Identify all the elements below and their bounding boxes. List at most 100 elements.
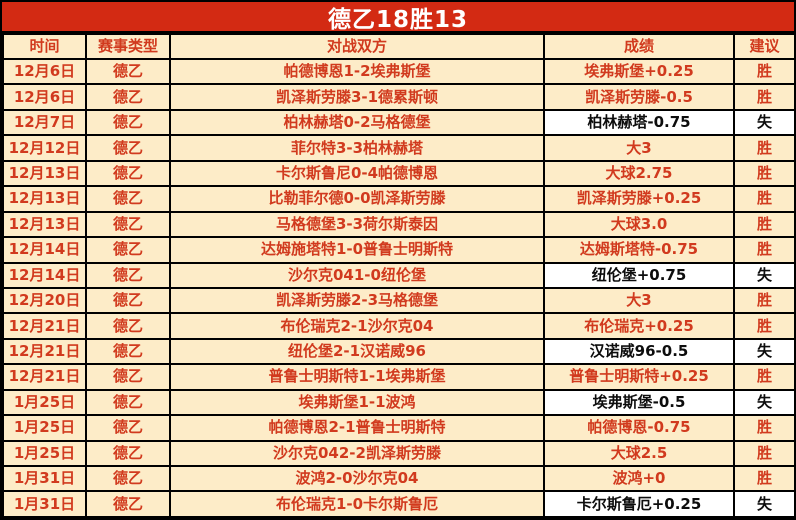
cell-match: 比勒菲尔德0-0凯泽斯劳滕 [169,185,545,213]
cell-match: 埃弗斯堡1-1波鸿 [169,388,545,417]
cell-match: 凯泽斯劳滕3-1德累斯顿 [169,83,545,111]
cell-date: 12月12日 [2,134,87,162]
cell-league: 德乙 [85,159,171,188]
column-header-match: 对战双方 [169,33,545,60]
cell-verdict: 胜 [733,57,796,86]
table-row: 12月14日 德乙 达姆施塔特1-0普鲁士明斯特 达姆斯塔特-0.75 胜 [2,236,796,264]
cell-league: 德乙 [85,236,171,264]
cell-match: 帕德博恩1-2埃弗斯堡 [169,57,545,86]
cell-date: 1月31日 [2,490,87,518]
table-row: 12月21日 德乙 布伦瑞克2-1沙尔克04 布伦瑞克+0.25 胜 [2,312,796,340]
table-row: 12月20日 德乙 凯泽斯劳滕2-3马格德堡 大3 胜 [2,286,796,315]
cell-date: 12月21日 [2,337,87,366]
cell-result: 普鲁士明斯特+0.25 [543,363,735,391]
cell-verdict: 失 [733,388,796,417]
table-row: 12月13日 德乙 比勒菲尔德0-0凯泽斯劳滕 凯泽斯劳滕+0.25 胜 [2,185,796,213]
table-row: 1月31日 德乙 布伦瑞克1-0卡尔斯鲁厄 卡尔斯鲁厄+0.25 失 [2,490,796,518]
cell-league: 德乙 [85,108,171,137]
table-row: 12月21日 德乙 普鲁士明斯特1-1埃弗斯堡 普鲁士明斯特+0.25 胜 [2,363,796,391]
cell-league: 德乙 [85,312,171,340]
cell-verdict: 失 [733,490,796,518]
cell-verdict: 胜 [733,312,796,340]
cell-result: 波鸿+0 [543,464,735,493]
cell-verdict: 失 [733,261,796,289]
cell-verdict: 失 [733,108,796,137]
table-row: 12月6日 德乙 帕德博恩1-2埃弗斯堡 埃弗斯堡+0.25 胜 [2,57,796,86]
cell-date: 12月6日 [2,57,87,86]
cell-league: 德乙 [85,134,171,162]
cell-match: 帕德博恩2-1普鲁士明斯特 [169,414,545,442]
table-row: 1月25日 德乙 沙尔克042-2凯泽斯劳滕 大球2.5 胜 [2,439,796,468]
header-row: 时间 赛事类型 对战双方 成绩 建议 [2,33,796,60]
cell-date: 1月25日 [2,439,87,468]
cell-verdict: 胜 [733,134,796,162]
cell-date: 12月20日 [2,286,87,315]
column-header-time: 时间 [2,33,87,60]
cell-date: 12月14日 [2,261,87,289]
table-row: 12月13日 德乙 马格德堡3-3荷尔斯泰因 大球3.0 胜 [2,210,796,239]
cell-date: 12月14日 [2,236,87,264]
cell-result: 帕德博恩-0.75 [543,414,735,442]
cell-match: 马格德堡3-3荷尔斯泰因 [169,210,545,239]
cell-match: 布伦瑞克1-0卡尔斯鲁厄 [169,490,545,518]
cell-result: 大3 [543,134,735,162]
cell-date: 12月13日 [2,210,87,239]
cell-league: 德乙 [85,490,171,518]
cell-league: 德乙 [85,261,171,289]
cell-match: 波鸿2-0沙尔克04 [169,464,545,493]
cell-league: 德乙 [85,185,171,213]
cell-verdict: 胜 [733,439,796,468]
cell-date: 1月31日 [2,464,87,493]
table-row: 12月14日 德乙 沙尔克041-0纽伦堡 纽伦堡+0.75 失 [2,261,796,289]
cell-date: 12月13日 [2,159,87,188]
cell-date: 12月21日 [2,312,87,340]
column-header-advice: 建议 [733,33,796,60]
cell-verdict: 胜 [733,363,796,391]
cell-match: 柏林赫塔0-2马格德堡 [169,108,545,137]
table-row: 12月13日 德乙 卡尔斯鲁尼0-4帕德博恩 大球2.75 胜 [2,159,796,188]
table-row: 1月25日 德乙 埃弗斯堡1-1波鸿 埃弗斯堡-0.5 失 [2,388,796,417]
cell-match: 沙尔克042-2凯泽斯劳滕 [169,439,545,468]
cell-verdict: 胜 [733,210,796,239]
cell-date: 12月21日 [2,363,87,391]
cell-result: 柏林赫塔-0.75 [543,108,735,137]
cell-match: 凯泽斯劳滕2-3马格德堡 [169,286,545,315]
cell-verdict: 胜 [733,286,796,315]
table-row: 12月21日 德乙 纽伦堡2-1汉诺威96 汉诺威96-0.5 失 [2,337,796,366]
cell-league: 德乙 [85,414,171,442]
cell-result: 大3 [543,286,735,315]
column-header-league: 赛事类型 [85,33,171,60]
results-table: 时间 赛事类型 对战双方 成绩 建议 12月6日 德乙 帕德博恩1-2埃弗斯堡 … [2,33,796,518]
cell-result: 凯泽斯劳滕-0.5 [543,83,735,111]
cell-league: 德乙 [85,439,171,468]
cell-match: 布伦瑞克2-1沙尔克04 [169,312,545,340]
cell-date: 1月25日 [2,388,87,417]
table-row: 12月6日 德乙 凯泽斯劳滕3-1德累斯顿 凯泽斯劳滕-0.5 胜 [2,83,796,111]
cell-result: 大球3.0 [543,210,735,239]
cell-result: 达姆斯塔特-0.75 [543,236,735,264]
cell-result: 凯泽斯劳滕+0.25 [543,185,735,213]
cell-match: 普鲁士明斯特1-1埃弗斯堡 [169,363,545,391]
cell-verdict: 胜 [733,185,796,213]
cell-match: 纽伦堡2-1汉诺威96 [169,337,545,366]
column-header-result: 成绩 [543,33,735,60]
cell-date: 12月13日 [2,185,87,213]
cell-match: 沙尔克041-0纽伦堡 [169,261,545,289]
table-row: 12月12日 德乙 菲尔特3-3柏林赫塔 大3 胜 [2,134,796,162]
cell-result: 埃弗斯堡-0.5 [543,388,735,417]
cell-date: 12月6日 [2,83,87,111]
cell-result: 汉诺威96-0.5 [543,337,735,366]
cell-league: 德乙 [85,57,171,86]
cell-date: 1月25日 [2,414,87,442]
cell-verdict: 胜 [733,464,796,493]
cell-match: 卡尔斯鲁尼0-4帕德博恩 [169,159,545,188]
cell-result: 布伦瑞克+0.25 [543,312,735,340]
cell-league: 德乙 [85,363,171,391]
cell-verdict: 胜 [733,414,796,442]
cell-result: 纽伦堡+0.75 [543,261,735,289]
table-row: 12月7日 德乙 柏林赫塔0-2马格德堡 柏林赫塔-0.75 失 [2,108,796,137]
cell-result: 埃弗斯堡+0.25 [543,57,735,86]
cell-verdict: 失 [733,337,796,366]
table-row: 1月31日 德乙 波鸿2-0沙尔克04 波鸿+0 胜 [2,464,796,493]
